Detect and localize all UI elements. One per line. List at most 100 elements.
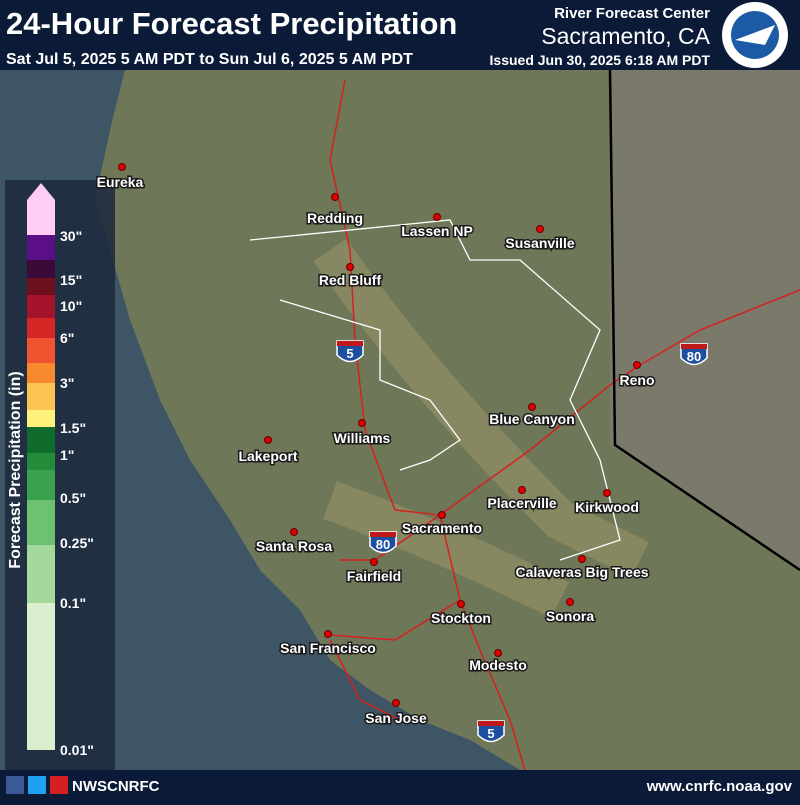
- valley: [313, 238, 649, 618]
- shield-number: 5: [346, 346, 353, 361]
- shield-top: [681, 344, 707, 349]
- city-label: San Jose: [365, 710, 427, 726]
- state-border: [608, 69, 800, 572]
- city-dot: [370, 558, 378, 566]
- city-dot: [392, 699, 400, 707]
- city-dot: [118, 163, 126, 171]
- shield-number: 5: [487, 726, 494, 741]
- facebook-icon[interactable]: [6, 776, 24, 794]
- legend-swatch: [27, 338, 55, 363]
- city-label: Fairfield: [347, 568, 401, 584]
- city-label: Kirkwood: [575, 499, 639, 515]
- issued: Issued Jun 30, 2025 6:18 AM PDT: [490, 52, 711, 68]
- legend-tick: 1.5": [60, 420, 86, 436]
- twitter-icon[interactable]: [28, 776, 46, 794]
- center: River Forecast Center: [554, 5, 710, 22]
- shield-top: [337, 341, 363, 346]
- handle[interactable]: NWSCNRFC: [72, 778, 160, 795]
- city-label: Sonora: [546, 608, 594, 624]
- footer-band: [0, 770, 800, 800]
- legend-tick: 0.5": [60, 490, 86, 506]
- interstate-shield: [477, 720, 505, 743]
- legend-swatch: [27, 278, 55, 295]
- legend-swatch: [27, 318, 55, 338]
- city-dot: [603, 489, 611, 497]
- city-label: Blue Canyon: [489, 411, 575, 427]
- city-label: Sacramento: [402, 520, 482, 536]
- city-label: San Francisco: [280, 640, 376, 656]
- city-dot: [433, 213, 441, 221]
- nws-logo: [722, 2, 788, 68]
- legend: Forecast Precipitation (in) 30" 15" 10" 6" 3…: [5, 180, 115, 770]
- office: Sacramento, CA: [541, 23, 710, 49]
- legend-swatch: [27, 603, 55, 750]
- legend-tick: 3": [60, 375, 74, 391]
- legend-tick: 15": [60, 272, 82, 288]
- city-dot: [331, 193, 339, 201]
- city-dot: [457, 600, 465, 608]
- title: 24-Hour Forecast Precipitation: [6, 6, 457, 41]
- city-dot: [358, 419, 366, 427]
- legend-tick: 0.1": [60, 595, 86, 611]
- city-dot: [566, 598, 574, 606]
- city-label: Susanville: [505, 235, 574, 251]
- city-dot: [438, 511, 446, 519]
- city-label: Calaveras Big Trees: [515, 564, 648, 580]
- interstate-shield: [680, 343, 708, 366]
- city-label: Redding: [307, 210, 363, 226]
- legend-label: Forecast Precipitation (in): [7, 371, 24, 568]
- legend-swatch: [27, 545, 55, 603]
- legend-tick: 6": [60, 330, 74, 346]
- city-label: Red Bluff: [319, 272, 382, 288]
- legend-arrow: [27, 183, 55, 200]
- legend-swatch: [27, 427, 55, 453]
- legend-tick: 1": [60, 447, 74, 463]
- url[interactable]: www.cnrfc.noaa.gov: [646, 778, 793, 795]
- legend-tick: 10": [60, 298, 82, 314]
- legend-swatch: [27, 235, 55, 260]
- city-dot: [528, 403, 536, 411]
- interstate-shield: [336, 340, 364, 363]
- city-dot: [536, 225, 544, 233]
- legend-swatch: [27, 260, 55, 278]
- shield-top: [478, 721, 504, 726]
- header-band: [0, 0, 800, 70]
- city-label: Lakeport: [238, 448, 297, 464]
- legend-swatch: [27, 383, 55, 410]
- legend-tick: 0.01": [60, 742, 94, 758]
- city-dot: [324, 630, 332, 638]
- shield-top: [370, 532, 396, 537]
- city-label: Lassen NP: [401, 223, 473, 239]
- city-label: Santa Rosa: [256, 538, 332, 554]
- city-dot: [264, 436, 272, 444]
- city-label: Stockton: [431, 610, 491, 626]
- legend-swatch: [27, 200, 55, 235]
- city-label: Modesto: [469, 657, 527, 673]
- legend-swatch: [27, 410, 55, 427]
- nevada: [610, 70, 800, 570]
- shield-number: 80: [376, 537, 390, 552]
- basin-borders: [249, 219, 621, 561]
- legend-swatch: [27, 500, 55, 545]
- city-dot: [518, 486, 526, 494]
- shield-number: 80: [687, 349, 701, 364]
- legend-tick: 30": [60, 228, 82, 244]
- city-label: Eureka: [97, 174, 144, 190]
- city-label: Placerville: [487, 495, 556, 511]
- city-dot: [494, 649, 502, 657]
- legend-panel: [5, 180, 115, 770]
- city-dot: [578, 555, 586, 563]
- interstate-shield: [369, 531, 397, 554]
- legend-swatch: [27, 470, 55, 500]
- city-label: Reno: [620, 372, 655, 388]
- city-dot: [290, 528, 298, 536]
- youtube-icon[interactable]: [50, 776, 68, 794]
- legend-tick: 0.25": [60, 535, 94, 551]
- city-label: Williams: [334, 430, 391, 446]
- legend-swatch: [27, 453, 55, 470]
- highways: [329, 79, 800, 771]
- city-dot: [633, 361, 641, 369]
- city-dot: [346, 263, 354, 271]
- legend-swatch: [27, 363, 55, 383]
